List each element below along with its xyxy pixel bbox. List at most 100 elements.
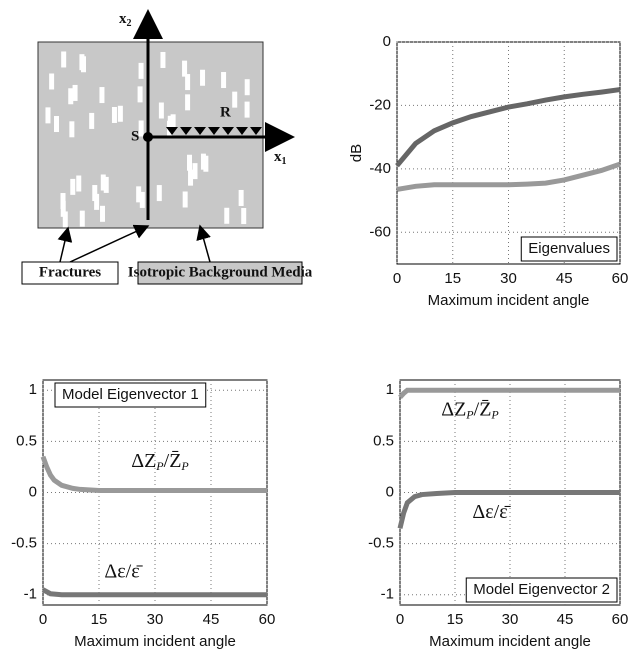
y-tick-label: 0.5 — [373, 432, 394, 449]
annotation: ΔZP/Z̄P — [441, 398, 499, 421]
data-line — [396, 161, 621, 192]
fracture — [185, 74, 191, 91]
fracture — [170, 114, 176, 131]
legend-text: Model Eigenvector 2 — [473, 581, 610, 598]
fracture — [244, 101, 250, 118]
annotation-part: /Z̄ — [474, 398, 492, 420]
fracture — [139, 191, 145, 208]
y-tick-label: -0.5 — [368, 535, 394, 552]
arrow — [69, 224, 150, 263]
annotation-part: P — [155, 459, 164, 473]
fracture — [62, 211, 68, 228]
fracture — [61, 51, 67, 68]
fracture — [94, 193, 100, 210]
x1-label: x1 — [274, 149, 287, 167]
fracture — [60, 200, 66, 217]
y-tick-label: 0.5 — [16, 432, 37, 449]
diagram: x2 x1 S R Fractures Isotropic Background… — [21, 9, 313, 285]
annotation-part: Δε/ε̄ — [472, 501, 511, 523]
annotation: ΔZP/Z̄P — [131, 449, 189, 472]
source-label: S — [131, 128, 139, 144]
receiver — [236, 127, 248, 135]
data-line — [395, 87, 621, 168]
data-line — [41, 587, 267, 598]
fractures-label: Fractures — [39, 264, 101, 280]
fracture — [221, 72, 227, 89]
fracture — [232, 91, 238, 108]
annotation-part: Δε/ε̄ — [104, 560, 143, 582]
x-tick-label: 0 — [39, 611, 47, 628]
x-tick-label: 15 — [91, 611, 108, 628]
fracture — [76, 175, 82, 192]
x-tick-label: 60 — [612, 611, 629, 628]
annotation-part: ΔZ — [131, 449, 156, 471]
x-tick-label: 30 — [500, 270, 517, 287]
y-tick-label: 0 — [383, 33, 391, 50]
fracture — [160, 51, 166, 68]
data-line — [398, 387, 620, 400]
y-tick-label: 1 — [29, 381, 37, 398]
fracture — [54, 116, 60, 133]
fracture — [244, 79, 250, 96]
annotation-part: ΔZ — [441, 398, 466, 420]
y-tick-label: 0 — [386, 483, 394, 500]
x-tick-label: 45 — [203, 611, 220, 628]
y-tick-label: -60 — [369, 223, 391, 240]
receiver — [180, 127, 192, 135]
fracture — [79, 54, 85, 71]
x-tick-label: 15 — [444, 270, 461, 287]
x-tick-label: 60 — [259, 611, 276, 628]
fracture — [192, 163, 198, 180]
x-tick-label: 15 — [447, 611, 464, 628]
y-tick-label: -0.5 — [11, 535, 37, 552]
y-tick-label: -1 — [381, 586, 394, 603]
fracture — [158, 102, 164, 119]
annotation-part: /Z̄ — [164, 449, 182, 471]
x2-label: x2 — [119, 11, 132, 29]
fracture — [72, 84, 78, 101]
x-tick-label: 45 — [557, 611, 574, 628]
arrow — [57, 226, 73, 263]
source-point — [143, 132, 153, 142]
x-axis-label: Maximum incident angle — [428, 292, 590, 309]
legend-text: Eigenvalues — [528, 240, 610, 257]
annotation-part: P — [465, 407, 474, 421]
y-tick-label: -20 — [369, 96, 391, 113]
fracture — [156, 185, 162, 202]
receiver — [208, 127, 220, 135]
x-tick-label: 0 — [393, 270, 401, 287]
fracture — [137, 86, 143, 103]
y-tick-label: 0 — [29, 483, 37, 500]
fracture — [117, 105, 123, 122]
x-tick-label: 30 — [147, 611, 164, 628]
y-tick-label: -1 — [24, 586, 37, 603]
fracture — [70, 178, 76, 195]
fracture — [100, 205, 106, 222]
y-axis-label: dB — [348, 144, 365, 162]
background-label: Isotropic Background Media — [128, 264, 313, 280]
receiver-label: R — [220, 104, 231, 120]
data-line — [397, 490, 620, 529]
fracture — [238, 189, 244, 206]
fracture — [49, 73, 55, 90]
y-tick-label: -40 — [369, 160, 391, 177]
receivers — [166, 127, 262, 135]
x-tick-label: 60 — [612, 270, 629, 287]
fracture — [138, 120, 144, 137]
x-tick-label: 30 — [502, 611, 519, 628]
x-tick-label: 45 — [556, 270, 573, 287]
annotation: Δε/ε̄ — [472, 501, 511, 523]
label-box — [21, 261, 119, 285]
fracture — [79, 210, 85, 227]
fracture — [200, 69, 206, 86]
fracture — [99, 87, 105, 104]
fracture — [241, 208, 247, 225]
fracture — [100, 174, 106, 191]
legend-box — [520, 236, 618, 262]
x-tick-label: 0 — [396, 611, 404, 628]
receiver — [222, 127, 234, 135]
fracture — [224, 207, 230, 224]
fracture — [185, 94, 191, 111]
annotation-part: P — [180, 459, 189, 473]
